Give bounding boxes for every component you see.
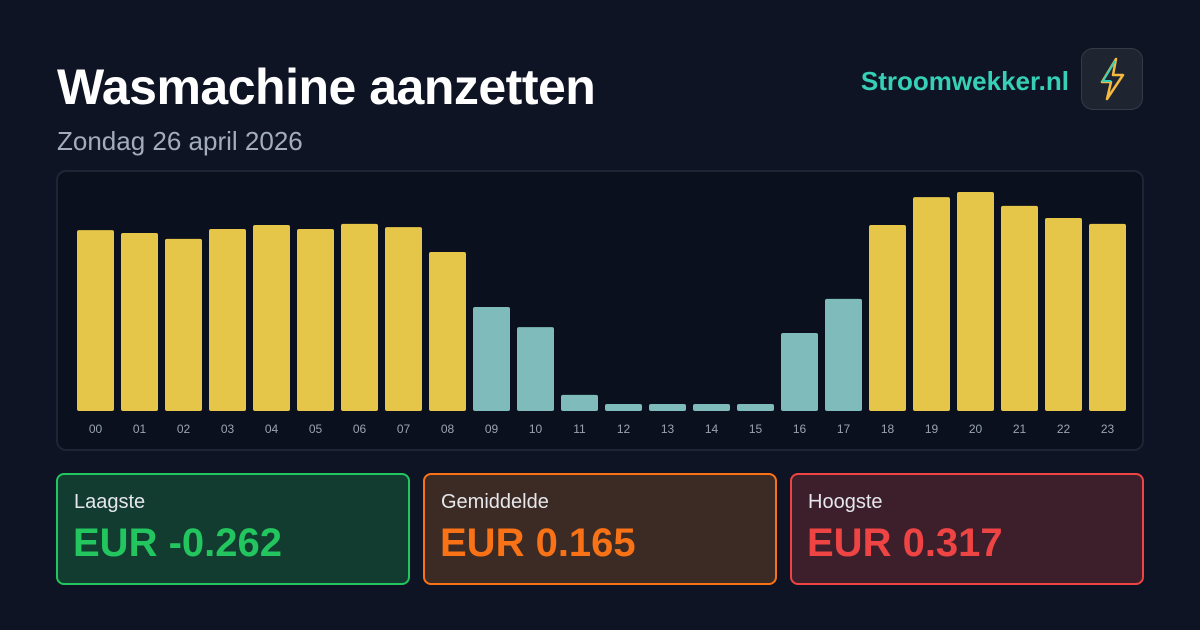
bar bbox=[913, 197, 950, 411]
bar bbox=[341, 223, 378, 411]
lightning-icon bbox=[1100, 57, 1125, 101]
x-tick-label: 04 bbox=[265, 422, 279, 436]
bar bbox=[693, 404, 730, 411]
x-tick-label: 12 bbox=[617, 422, 631, 436]
x-tick-label: 09 bbox=[485, 422, 499, 436]
stat-label: Hoogste bbox=[808, 491, 883, 513]
x-tick-label: 16 bbox=[793, 422, 807, 436]
brand: Stroomwekker.nl bbox=[860, 66, 1069, 96]
bar bbox=[649, 404, 686, 411]
title: Wasmachine aanzetten bbox=[57, 59, 596, 115]
x-tick-label: 20 bbox=[969, 422, 983, 436]
x-tick-label: 18 bbox=[881, 422, 895, 436]
x-tick-label: 02 bbox=[177, 422, 191, 436]
bar bbox=[473, 306, 510, 411]
x-tick-label: 21 bbox=[1013, 422, 1027, 436]
stat-card: Laagste EUR -0.262 bbox=[56, 473, 410, 585]
stat-label: Gemiddelde bbox=[441, 491, 549, 513]
bar bbox=[121, 233, 158, 411]
x-tick-label: 13 bbox=[661, 422, 675, 436]
bar bbox=[209, 228, 246, 411]
bar bbox=[253, 224, 290, 411]
brand-icon bbox=[1081, 48, 1143, 110]
bar bbox=[165, 238, 202, 411]
x-tick-label: 11 bbox=[573, 422, 586, 436]
subtitle: Zondag 26 april 2026 bbox=[57, 126, 303, 156]
bar bbox=[825, 298, 862, 411]
x-tick-label: 22 bbox=[1057, 422, 1071, 436]
chart-panel: 00 01 02 03 04 05 06 07 08 09 10 11 12 13 14 15 16 17 18 19… bbox=[56, 170, 1144, 451]
x-tick-label: 05 bbox=[309, 422, 323, 436]
x-tick-label: 07 bbox=[397, 422, 411, 436]
x-tick-label: 00 bbox=[89, 422, 103, 436]
bar bbox=[1045, 218, 1082, 411]
bar bbox=[1089, 223, 1126, 411]
x-tick-label: 03 bbox=[221, 422, 235, 436]
bar bbox=[517, 327, 554, 411]
bar bbox=[605, 404, 642, 411]
x-tick-label: 23 bbox=[1101, 422, 1115, 436]
bar bbox=[429, 252, 466, 411]
stat-label: Laagste bbox=[74, 491, 146, 513]
bar bbox=[737, 404, 774, 411]
bar bbox=[1001, 205, 1038, 411]
stat-card: Hoogste EUR 0.317 bbox=[790, 473, 1144, 585]
stat-card: Gemiddelde EUR 0.165 bbox=[423, 473, 777, 585]
bar bbox=[385, 227, 422, 411]
x-tick-label: 01 bbox=[133, 422, 147, 436]
x-tick-label: 19 bbox=[925, 422, 939, 436]
bar bbox=[77, 230, 114, 411]
x-tick-label: 08 bbox=[441, 422, 455, 436]
x-tick-label: 14 bbox=[705, 422, 719, 436]
stat-value: EUR -0.262 bbox=[73, 521, 282, 565]
bar bbox=[781, 332, 818, 411]
x-tick-label: 10 bbox=[529, 422, 543, 436]
stat-value: EUR 0.317 bbox=[807, 521, 1003, 565]
x-tick-label: 17 bbox=[837, 422, 851, 436]
chart: 00 01 02 03 04 05 06 07 08 09 10 11 12 13 14 15 16 17 18 19… bbox=[77, 192, 1126, 436]
bar bbox=[957, 192, 994, 411]
x-tick-label: 15 bbox=[749, 422, 763, 436]
x-tick-label: 06 bbox=[353, 422, 367, 436]
bar bbox=[297, 228, 334, 411]
stat-value: EUR 0.165 bbox=[440, 521, 636, 565]
bar bbox=[869, 224, 906, 411]
bar bbox=[561, 394, 598, 411]
